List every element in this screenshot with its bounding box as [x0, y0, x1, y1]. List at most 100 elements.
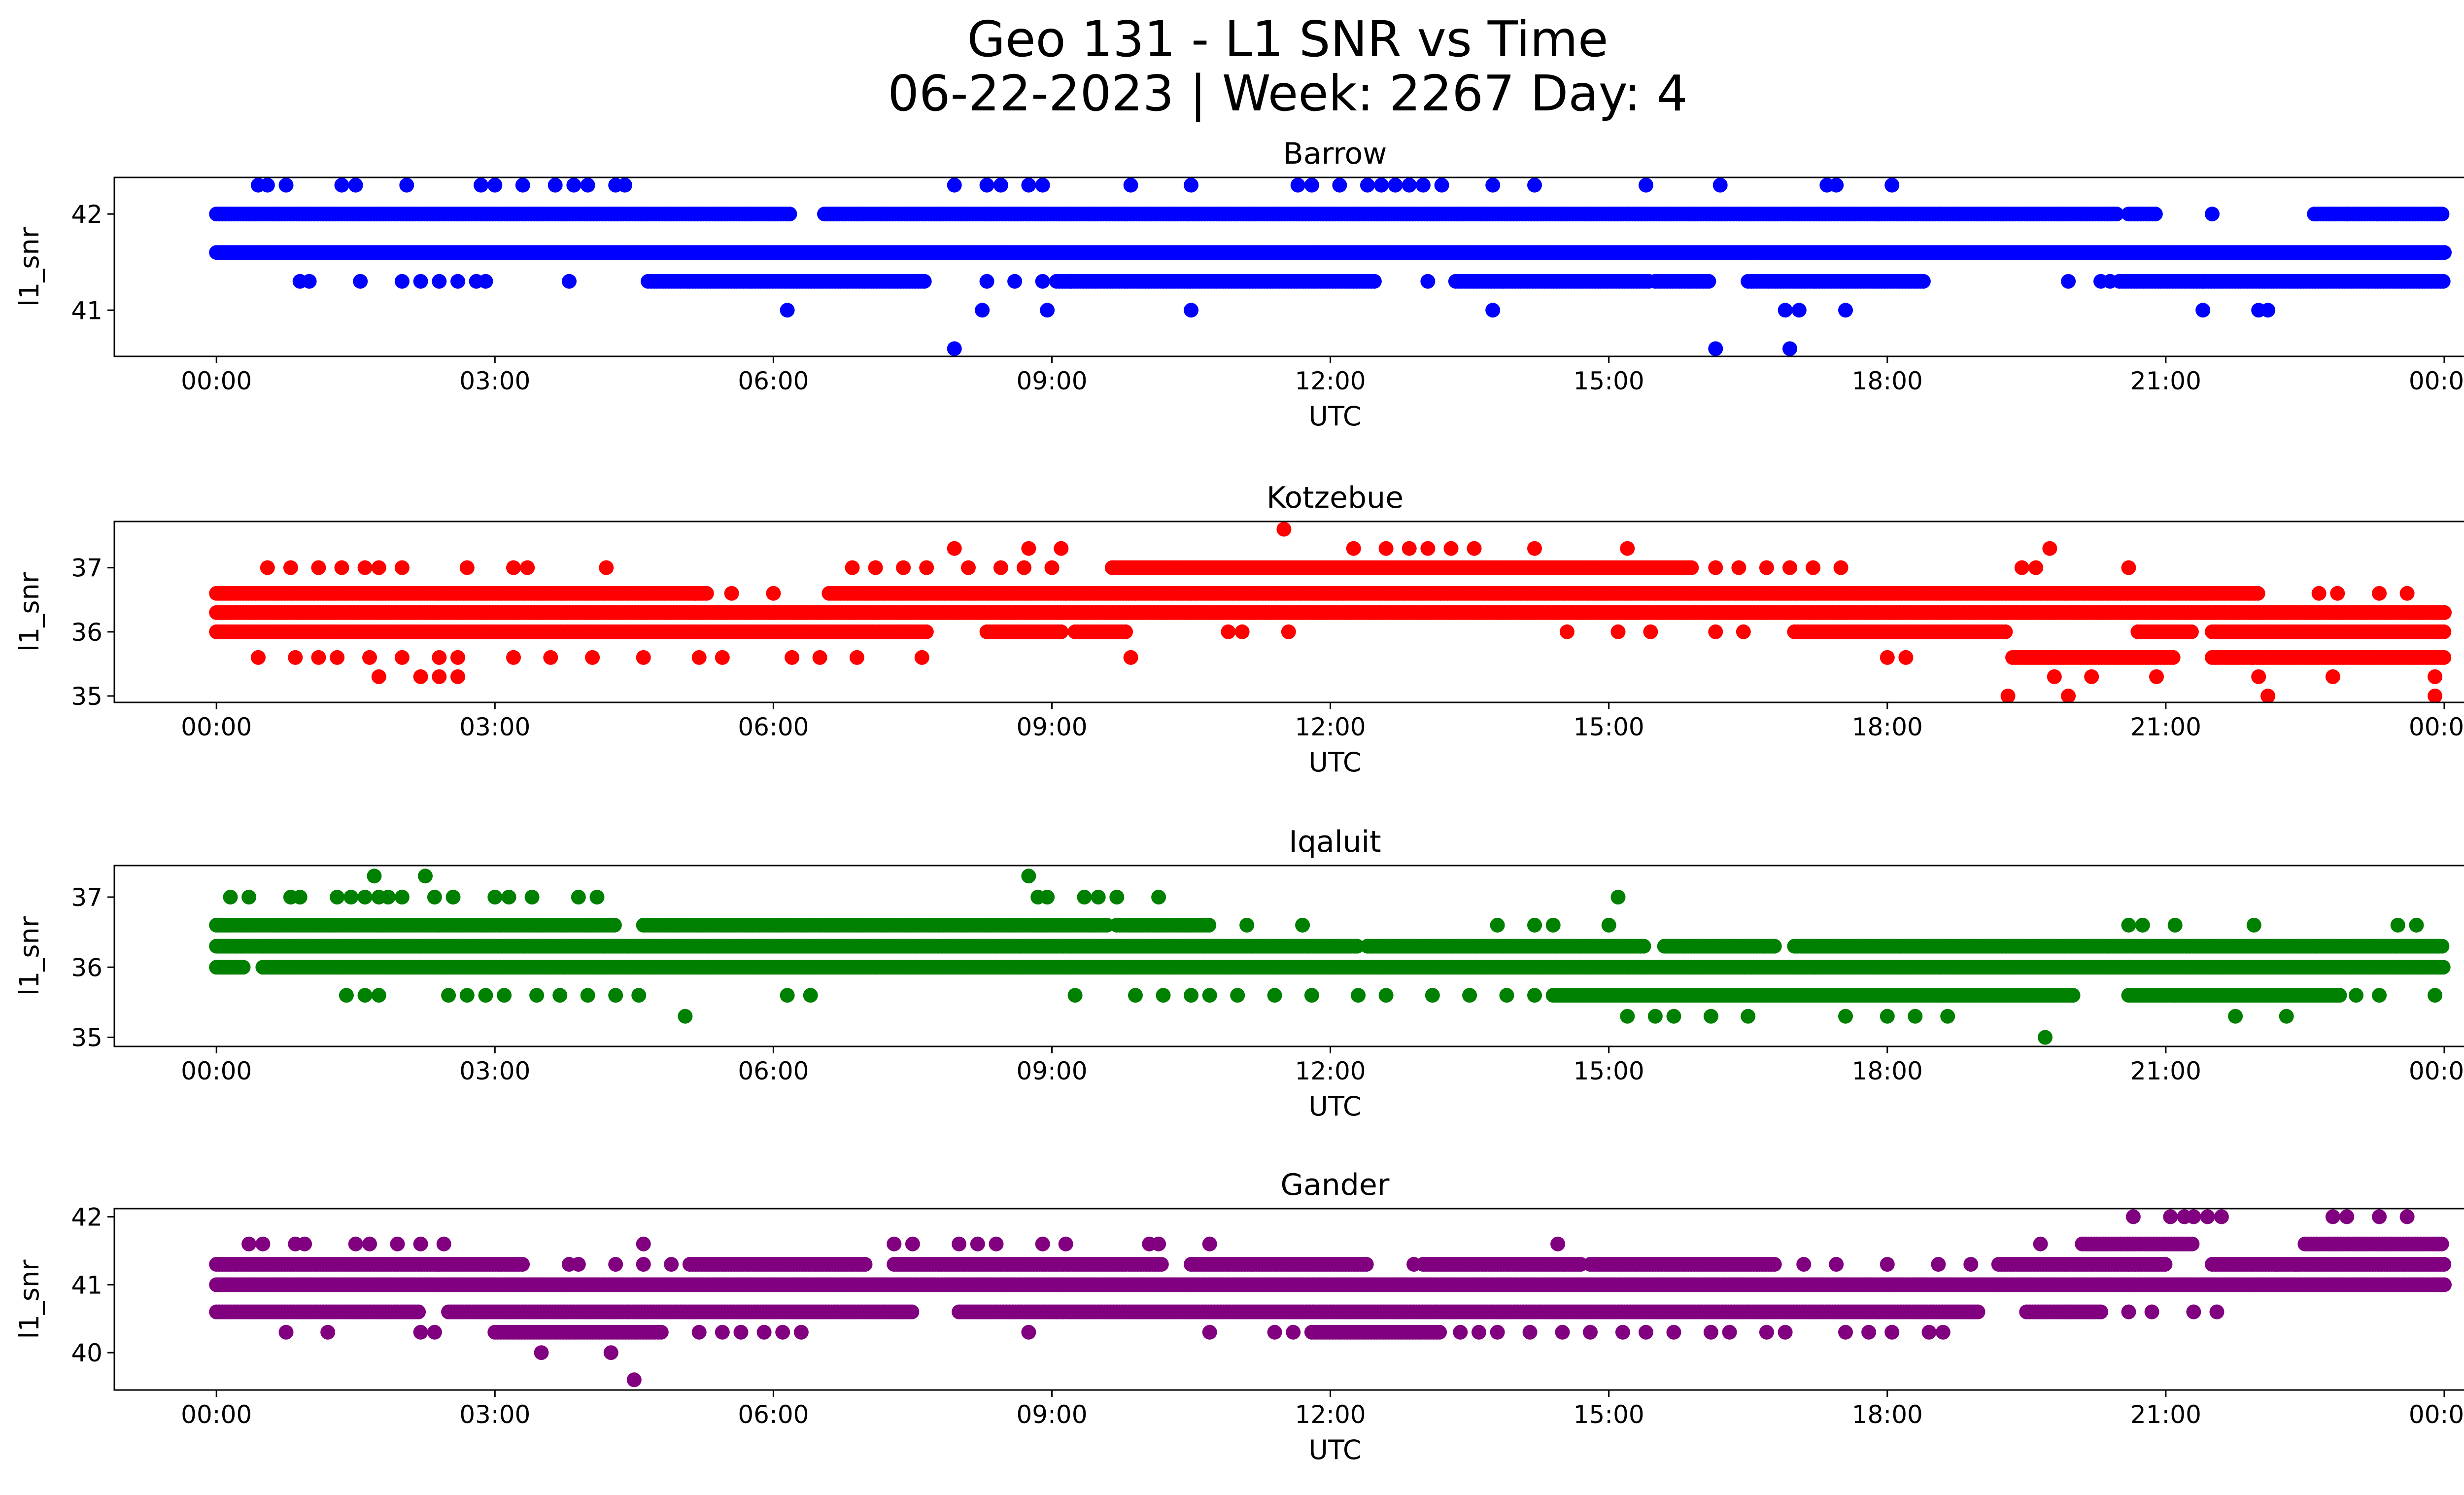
- data-point: [394, 274, 410, 289]
- x-tick-label: 09:00: [1016, 367, 1087, 395]
- data-point: [506, 560, 521, 575]
- data-point: [1184, 177, 1198, 193]
- data-points: [209, 522, 2452, 702]
- data-point: [2325, 669, 2340, 684]
- data-point: [2330, 586, 2345, 601]
- data-point: [260, 177, 275, 193]
- data-point: [1708, 624, 1723, 639]
- data-point: [1420, 541, 1436, 556]
- data-point: [450, 274, 465, 289]
- data-point: [2311, 586, 2327, 601]
- data-point: [636, 650, 651, 665]
- data-point: [1123, 650, 1138, 665]
- y-tick-label: 36: [71, 618, 103, 647]
- data-point: [2372, 586, 2387, 601]
- figure-title-line2: 06-22-2023 | Week: 2267 Day: 4: [888, 65, 1688, 122]
- data-point: [1017, 560, 1031, 575]
- data-point: [2251, 669, 2266, 684]
- data-point: [1374, 177, 1389, 193]
- data-point: [1527, 541, 1542, 556]
- data-point: [1388, 177, 1403, 193]
- x-tick-label: 12:00: [1295, 367, 1366, 395]
- data-point: [919, 560, 934, 575]
- data-point: [1021, 541, 1036, 556]
- subplot-title: Kotzebue: [1266, 481, 1403, 515]
- data-point: [1040, 303, 1055, 318]
- data-point: [2042, 541, 2057, 556]
- data-point: [1434, 177, 1449, 193]
- data-point: [919, 624, 934, 639]
- data-point: [394, 650, 410, 665]
- x-tick-label: 00:00: [2409, 367, 2464, 395]
- data-point: [562, 274, 577, 289]
- data-point: [311, 650, 326, 665]
- data-point: [1221, 624, 1236, 639]
- axes-frame: [113, 176, 2464, 357]
- data-point: [599, 560, 614, 575]
- data-point: [1701, 274, 1716, 289]
- x-tick-label: 18:00: [1852, 367, 1923, 395]
- data-point: [715, 650, 730, 665]
- x-tick-label: 15:00: [1574, 367, 1644, 395]
- data-point: [362, 650, 377, 665]
- data-point: [2437, 605, 2452, 620]
- data-point: [1367, 274, 1382, 289]
- x-tick-label: 06:00: [738, 367, 809, 395]
- x-tick-label: 18:00: [1852, 713, 1923, 741]
- data-point: [917, 274, 932, 289]
- data-point: [487, 177, 503, 193]
- data-point: [1838, 303, 1853, 318]
- data-point: [1276, 522, 1292, 537]
- data-point: [1806, 560, 1821, 575]
- data-point: [2121, 560, 2136, 575]
- data-point: [506, 650, 521, 665]
- data-point: [2435, 274, 2451, 289]
- data-point: [975, 303, 990, 318]
- data-point: [432, 650, 447, 665]
- data-point: [1021, 177, 1036, 193]
- data-point: [1007, 274, 1023, 289]
- data-point: [782, 207, 797, 222]
- data-point: [515, 177, 530, 193]
- data-point: [2149, 669, 2164, 684]
- data-point: [585, 650, 600, 665]
- data-point: [580, 177, 595, 193]
- data-point: [394, 560, 410, 575]
- data-point: [2437, 245, 2452, 260]
- data-point: [2102, 274, 2118, 289]
- data-point: [724, 586, 739, 601]
- data-point: [2109, 207, 2124, 222]
- data-point: [2061, 689, 2076, 702]
- data-point: [2339, 207, 2355, 222]
- data-point: [288, 650, 303, 665]
- data-point: [1346, 541, 1361, 556]
- data-point: [413, 274, 428, 289]
- data-point: [2061, 274, 2076, 289]
- data-point: [2428, 669, 2443, 684]
- x-tick-label: 00:00: [2409, 713, 2464, 741]
- x-axis-label: UTC: [1308, 401, 1361, 432]
- data-point: [812, 650, 827, 665]
- data-point: [1778, 303, 1793, 318]
- data-point: [413, 669, 428, 684]
- data-point: [2434, 207, 2450, 222]
- data-point: [993, 177, 1008, 193]
- data-point: [1360, 177, 1375, 193]
- x-tick-label: 00:00: [181, 367, 252, 395]
- data-point: [1708, 560, 1723, 575]
- data-point: [1880, 650, 1895, 665]
- data-point: [1485, 177, 1501, 193]
- data-point: [1736, 624, 1751, 639]
- data-point: [607, 917, 622, 933]
- y-tick-label: 37: [71, 554, 103, 583]
- data-point: [914, 650, 929, 665]
- data-point: [474, 177, 488, 193]
- data-point: [1234, 624, 1250, 639]
- data-point: [617, 177, 632, 193]
- data-point: [1290, 177, 1305, 193]
- x-tick-label: 00:00: [181, 713, 252, 741]
- data-point: [450, 669, 465, 684]
- x-tick-label: 21:00: [2130, 367, 2201, 395]
- data-point: [1916, 274, 1931, 289]
